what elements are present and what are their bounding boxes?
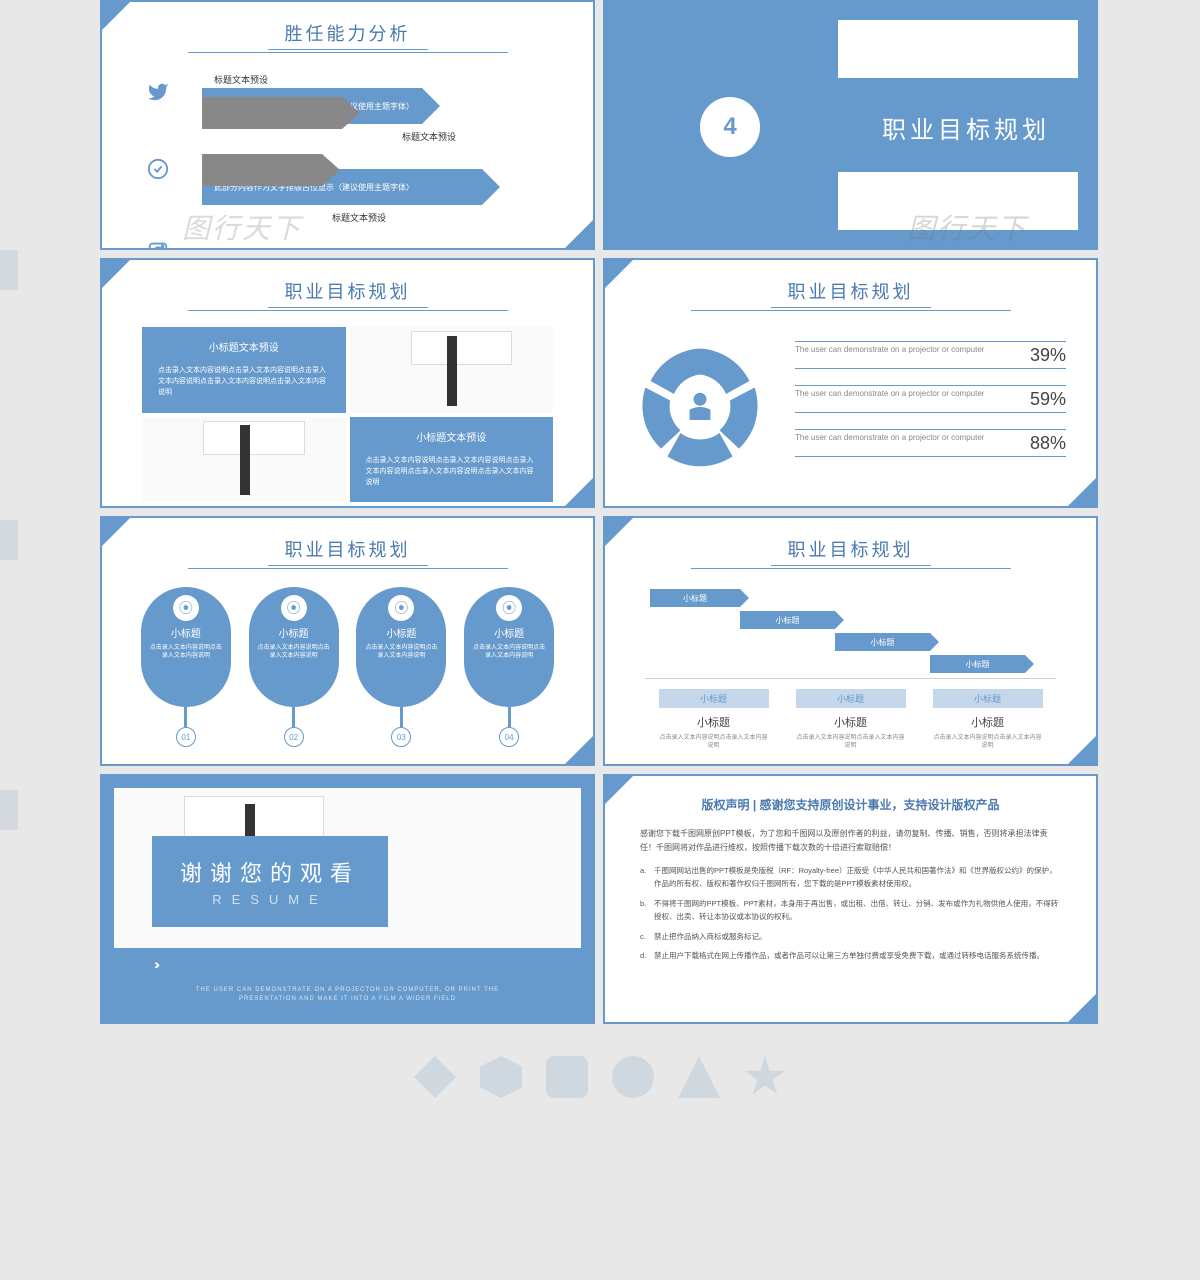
image-placeholder (350, 327, 554, 413)
pillar-item: ⦿ 小标题点击录入文本内容说明点击录入文本内容说明 04 (462, 587, 557, 747)
progress-item: The user can demonstrate on a projector … (795, 385, 1066, 413)
slide-1: 胜任能力分析 标题文本预设 此部分内容作为文字排版占位显示（建议使用主题字体） … (100, 0, 595, 250)
square-icon[interactable] (546, 1056, 588, 1098)
star-icon[interactable] (744, 1056, 786, 1098)
column-item: 小标题小标题点击录入文本内容说明点击录入文本内容说明 (796, 689, 906, 751)
slide-8: 版权声明 | 感谢您支持原创设计事业，支持设计版权产品 感谢您下载千图网原创PP… (603, 774, 1098, 1024)
chevron-icon: ››› (154, 956, 156, 972)
gantt-bar: 小标题 (835, 633, 930, 651)
pin-icon: ⦿ (281, 595, 307, 621)
pillar-item: ⦿ 小标题点击录入文本内容说明点击录入文本内容说明 01 (138, 587, 233, 747)
gantt-bar: 小标题 (740, 611, 835, 629)
thank-you-title: 谢谢您的观看 (180, 856, 360, 888)
check-circle-icon (147, 158, 169, 180)
text-block: 小标题文本预设 点击录入文本内容说明点击录入文本内容说明点击录入文本内容说明点击… (350, 417, 554, 503)
image-placeholder (142, 417, 346, 503)
progress-item: The user can demonstrate on a projector … (795, 341, 1066, 369)
slide-2: 4 职业目标规划 图行天下PHOTOPHOTO.CN (603, 0, 1098, 250)
list-item: a.千图网网站出售的PPT模板是免版税（RF：Royalty-free）正版受《… (640, 864, 1061, 891)
slide-title: 胜任能力分析 (102, 20, 593, 46)
gantt-bar: 小标题 (930, 655, 1025, 673)
circle-icon[interactable] (612, 1056, 654, 1098)
shape-toolbar (100, 1032, 1100, 1102)
progress-item: The user can demonstrate on a projector … (795, 429, 1066, 457)
camera-icon (147, 239, 169, 250)
hexagon-icon[interactable] (480, 1056, 522, 1098)
section-title: 职业目标规划 (882, 110, 1050, 145)
gantt-bar: 小标题 (650, 589, 740, 607)
twitter-icon (147, 81, 169, 103)
text-block: 小标题文本预设 点击录入文本内容说明点击录入文本内容说明点击录入文本内容说明点击… (142, 327, 346, 413)
pin-icon: ⦿ (173, 595, 199, 621)
copyright-title: 版权声明 | 感谢您支持原创设计事业，支持设计版权产品 (640, 796, 1061, 813)
diamond-icon[interactable] (414, 1056, 456, 1098)
slide-7: 谢谢您的观看 RESUME ››› THE USER CAN DEMONSTRA… (100, 774, 595, 1024)
triangle-icon[interactable] (678, 1056, 720, 1098)
pin-icon: ⦿ (496, 595, 522, 621)
pin-icon: ⦿ (388, 595, 414, 621)
list-item: c.禁止把作品纳入商标或服务标记。 (640, 930, 1061, 944)
list-item: d.禁止用户下载格式在网上传播作品，或者作品可以让第三方单独付费或享受免费下载，… (640, 949, 1061, 963)
pillar-item: ⦿ 小标题点击录入文本内容说明点击录入文本内容说明 02 (246, 587, 341, 747)
slide-6: 职业目标规划 小标题小标题小标题小标题 小标题小标题点击录入文本内容说明点击录入… (603, 516, 1098, 766)
gear-icon (635, 342, 765, 472)
column-item: 小标题小标题点击录入文本内容说明点击录入文本内容说明 (933, 689, 1043, 751)
column-item: 小标题小标题点击录入文本内容说明点击录入文本内容说明 (659, 689, 769, 751)
list-item: b.不得将千图网的PPT模板、PPT素材，本身用于再出售，或出租、出借、转让、分… (640, 897, 1061, 924)
pillar-item: ⦿ 小标题点击录入文本内容说明点击录入文本内容说明 03 (354, 587, 449, 747)
slide-3: 职业目标规划 小标题文本预设 点击录入文本内容说明点击录入文本内容说明点击录入文… (100, 258, 595, 508)
section-number: 4 (700, 97, 760, 157)
slide-4: 职业目标规划 The user can demonstrate on a pro… (603, 258, 1098, 508)
slide-5: 职业目标规划 ⦿ 小标题点击录入文本内容说明点击录入文本内容说明 01 ⦿ 小标… (100, 516, 595, 766)
